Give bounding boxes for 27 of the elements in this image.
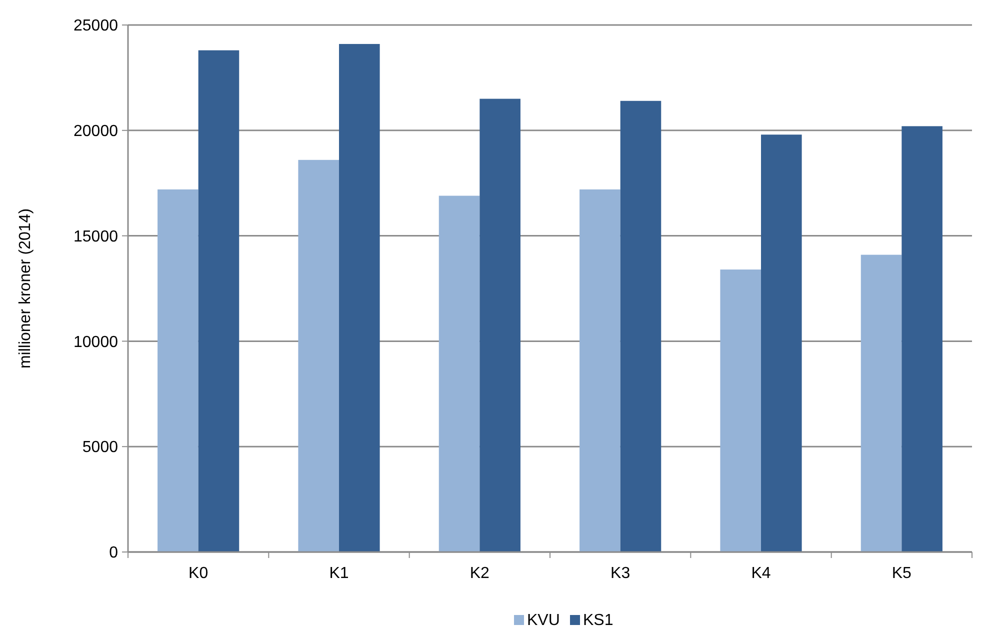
legend-label: KVU [527, 612, 560, 629]
bar [480, 98, 520, 552]
x-tick-label: K2 [470, 565, 490, 582]
bar [761, 134, 802, 552]
y-tick-label: 5000 [82, 439, 118, 456]
bar [860, 254, 902, 552]
x-tick-label: K3 [610, 565, 630, 582]
y-tick-label: 15000 [74, 228, 118, 246]
x-tick-label: K5 [892, 565, 912, 582]
y-tick-label: 0 [109, 544, 118, 562]
bar [438, 196, 480, 552]
legend-label: KS1 [583, 612, 614, 629]
x-tick-label: K1 [329, 565, 349, 582]
y-axis-title: millioner kroner (2014) [17, 208, 34, 369]
bar [620, 100, 662, 552]
y-tick-label: 10000 [74, 334, 118, 351]
bar [298, 160, 339, 552]
y-tick-label: 25000 [74, 18, 118, 35]
x-tick-label: K4 [751, 565, 771, 582]
bar [902, 126, 942, 552]
bar [158, 189, 198, 552]
bar [580, 189, 620, 552]
bar [339, 44, 380, 552]
bar [198, 50, 240, 552]
x-tick-label: K0 [188, 565, 208, 582]
bar [720, 270, 761, 552]
y-tick-label: 20000 [74, 123, 118, 140]
